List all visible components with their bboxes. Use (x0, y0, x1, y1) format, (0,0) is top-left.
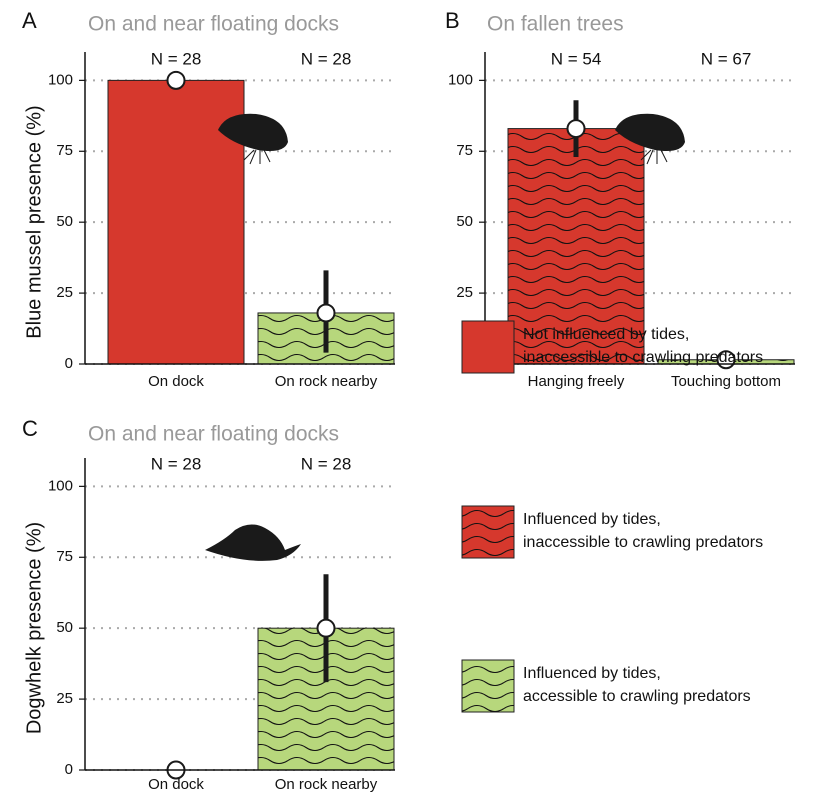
point-marker (568, 120, 585, 137)
n-label: N = 28 (151, 49, 202, 68)
y-tick-label: 50 (456, 213, 473, 230)
legend-swatch-pattern (462, 660, 514, 712)
y-axis-label: Dogwhelk presence (%) (23, 522, 45, 734)
legend-label: inaccessible to crawling predators (523, 534, 763, 551)
x-tick-label: Hanging freely (528, 373, 625, 390)
x-tick-label: On rock nearby (275, 373, 378, 390)
y-tick-label: 0 (65, 355, 73, 372)
y-tick-label: 50 (56, 213, 73, 230)
y-tick-label: 50 (56, 619, 73, 636)
x-tick-label: Touching bottom (671, 373, 781, 390)
y-tick-label: 75 (56, 548, 73, 565)
n-label: N = 54 (551, 49, 602, 68)
legend-swatch-pattern (462, 506, 514, 558)
chart-layer: A On and near floating docks Blue mussel p… (22, 8, 795, 793)
y-tick-label: 25 (456, 284, 473, 301)
point-marker (168, 72, 185, 89)
y-tick-label: 100 (48, 71, 73, 88)
panel-title: On fallen trees (487, 13, 624, 36)
panel-title: On and near floating docks (88, 423, 339, 446)
y-tick-label: 25 (56, 690, 73, 707)
legend-label: accessible to crawling predators (523, 688, 751, 705)
legend-label: inaccessible to crawling predators (523, 349, 763, 366)
n-label: N = 28 (301, 49, 352, 68)
n-label: N = 67 (701, 49, 752, 68)
x-tick-label: On dock (148, 776, 204, 793)
y-tick-label: 75 (56, 142, 73, 159)
panel-title: On and near floating docks (88, 13, 339, 36)
legend-label: Not influenced by tides, (523, 326, 689, 343)
legend-label: Influenced by tides, (523, 665, 661, 682)
dogwhelk-icon (205, 524, 301, 560)
panel-label: B (445, 8, 460, 33)
point-marker (318, 304, 335, 321)
x-tick-label: On rock nearby (275, 776, 378, 793)
y-tick-label: 75 (456, 142, 473, 159)
y-axis-label: Blue mussel presence (%) (23, 105, 45, 338)
panel-label: C (22, 416, 38, 441)
figure: A On and near floating docks Blue mussel p… (0, 0, 830, 793)
y-tick-label: 100 (448, 71, 473, 88)
legend-label: Influenced by tides, (523, 511, 661, 528)
panel-label: A (22, 8, 37, 33)
y-tick-label: 25 (56, 284, 73, 301)
legend-swatch (462, 321, 514, 373)
point-marker (318, 620, 335, 637)
n-label: N = 28 (301, 454, 352, 473)
y-tick-label: 100 (48, 477, 73, 494)
n-label: N = 28 (151, 454, 202, 473)
x-tick-label: On dock (148, 373, 204, 390)
y-tick-label: 0 (65, 761, 73, 778)
